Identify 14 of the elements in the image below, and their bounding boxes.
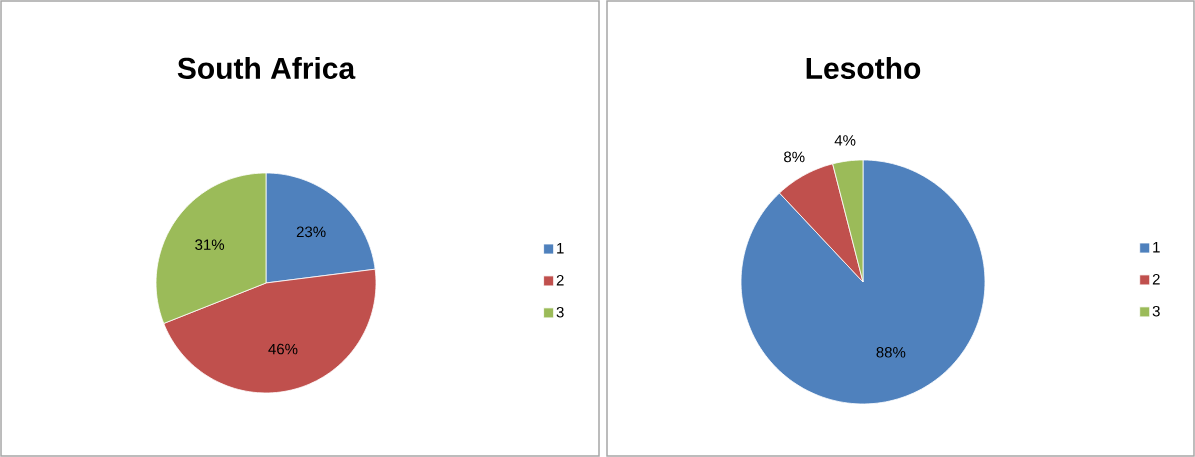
legend-label: 1 <box>1153 242 1160 253</box>
chart-title: South Africa <box>177 56 356 80</box>
data-label: 8% <box>784 151 805 163</box>
data-label: 88% <box>876 347 906 358</box>
chart-title: Lesotho <box>806 56 921 80</box>
data-label: 23% <box>296 226 326 238</box>
legend-label: 3 <box>1152 305 1160 317</box>
legend-label: 2 <box>556 274 564 286</box>
legend-label: 2 <box>1152 273 1160 285</box>
data-label: 4% <box>834 135 856 146</box>
legend-label: 1 <box>557 243 564 254</box>
legend-label: 3 <box>556 306 564 318</box>
data-label: 31% <box>195 239 225 250</box>
data-label: 46% <box>268 343 298 355</box>
